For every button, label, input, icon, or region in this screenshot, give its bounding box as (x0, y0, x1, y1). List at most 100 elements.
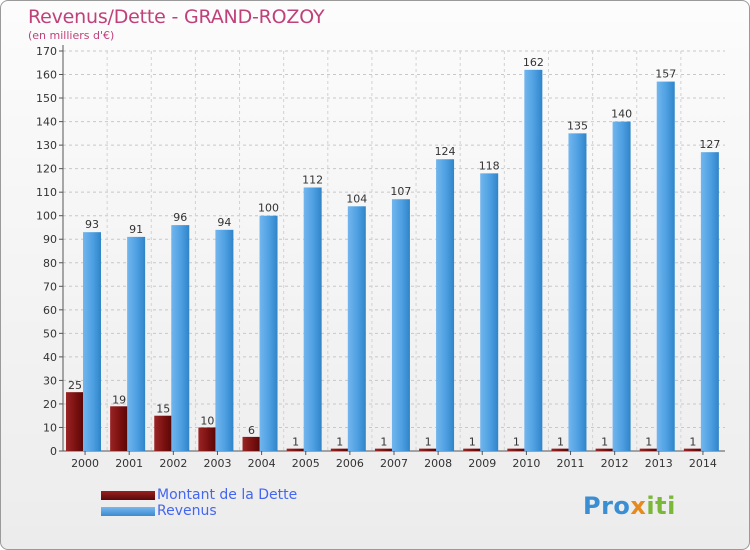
bar-revenus (656, 81, 675, 452)
y-tick-label: 110 (36, 186, 57, 199)
bar-revenus (215, 229, 234, 451)
y-tick-label: 140 (36, 116, 57, 129)
y-tick-label: 60 (43, 304, 57, 317)
data-label-revenus: 162 (523, 56, 544, 69)
y-tick-label: 10 (43, 421, 57, 434)
data-label-revenus: 140 (611, 108, 632, 121)
y-tick-label: 40 (43, 351, 57, 364)
bar-dette (154, 415, 173, 451)
x-tick-label: 2007 (380, 457, 408, 470)
y-tick-label: 90 (43, 233, 57, 246)
bar-dette (551, 448, 570, 451)
x-tick-label: 2006 (336, 457, 364, 470)
y-tick-label: 100 (36, 210, 57, 223)
data-label-dette: 1 (380, 436, 387, 449)
data-label-dette: 15 (156, 403, 170, 416)
data-label-revenus: 100 (258, 202, 279, 215)
data-label-dette: 1 (689, 436, 696, 449)
bar-dette (242, 436, 261, 451)
data-label-revenus: 118 (479, 159, 500, 172)
bar-revenus (171, 225, 190, 451)
data-label-revenus: 135 (567, 119, 588, 132)
data-label-revenus: 93 (85, 218, 99, 231)
y-tick-label: 130 (36, 139, 57, 152)
bar-revenus (612, 121, 631, 452)
bar-revenus (391, 199, 410, 451)
legend-item-revenus: Revenus (101, 503, 297, 519)
chart-title: Revenus/Dette - GRAND-ROZOY (28, 6, 325, 28)
data-label-revenus: 96 (173, 211, 187, 224)
data-label-dette: 1 (557, 436, 564, 449)
data-label-dette: 1 (292, 436, 299, 449)
y-tick-label: 0 (50, 445, 57, 458)
x-tick-label: 2009 (468, 457, 496, 470)
bar-revenus (480, 173, 499, 451)
y-tick-label: 80 (43, 257, 57, 270)
bar-revenus (83, 232, 101, 451)
y-tick-label: 150 (36, 92, 57, 105)
bar-dette (330, 448, 349, 451)
bar-revenus (127, 236, 146, 451)
bar-dette (639, 448, 658, 451)
data-label-dette: 1 (601, 436, 608, 449)
data-label-dette: 1 (513, 436, 520, 449)
data-label-dette: 1 (645, 436, 652, 449)
chart-subtitle: (en milliers d'€) (28, 29, 115, 42)
x-tick-label: 2002 (159, 457, 187, 470)
x-tick-label: 2005 (292, 457, 320, 470)
bar-revenus (347, 206, 366, 451)
data-label-dette: 6 (248, 424, 255, 437)
data-label-dette: 25 (68, 379, 82, 392)
x-tick-label: 2014 (689, 457, 717, 470)
bar-dette (198, 427, 217, 451)
bar-revenus (568, 133, 587, 451)
y-tick-label: 30 (43, 374, 57, 387)
x-tick-label: 2011 (557, 457, 585, 470)
data-label-dette: 1 (469, 436, 476, 449)
x-tick-label: 2000 (71, 457, 99, 470)
bar-dette (595, 448, 614, 451)
data-label-dette: 1 (425, 436, 432, 449)
y-tick-label: 170 (36, 45, 57, 58)
bar-dette (66, 392, 84, 451)
y-tick-label: 120 (36, 163, 57, 176)
x-tick-label: 2008 (424, 457, 452, 470)
x-tick-label: 2004 (248, 457, 276, 470)
y-tick-label: 160 (36, 69, 57, 82)
data-label-revenus: 104 (346, 192, 367, 205)
x-tick-label: 2003 (203, 457, 231, 470)
x-tick-label: 2010 (512, 457, 540, 470)
data-label-dette: 10 (200, 414, 214, 427)
bar-revenus (303, 187, 322, 451)
legend-item-dette: Montant de la Dette (101, 487, 297, 503)
labels: 25 93 19 91 15 96 10 94 6 100 1 112 1 104 1 107 1 124 1 118… (68, 56, 720, 449)
bar-dette (419, 448, 438, 451)
data-label-revenus: 107 (390, 185, 411, 198)
legend-swatch-revenus (101, 506, 155, 516)
y-tick-label: 20 (43, 398, 57, 411)
bar-dette (683, 448, 702, 451)
bar-revenus (700, 152, 719, 452)
data-label-revenus: 157 (655, 68, 676, 81)
legend: Montant de la Dette Revenus (101, 487, 297, 519)
bar-dette (110, 406, 129, 451)
x-tick-label: 2013 (645, 457, 673, 470)
data-label-revenus: 127 (699, 138, 720, 151)
bar-dette (374, 448, 393, 451)
y-tick-label: 50 (43, 327, 57, 340)
data-label-revenus: 112 (302, 173, 323, 186)
legend-label-dette: Montant de la Dette (157, 487, 298, 503)
legend-swatch-dette (101, 490, 155, 500)
bar-revenus (259, 215, 278, 451)
legend-label-revenus: Revenus (157, 503, 217, 519)
bar-revenus (436, 159, 455, 451)
x-tick-label: 2001 (115, 457, 143, 470)
data-label-dette: 19 (112, 393, 126, 406)
data-label-revenus: 91 (129, 223, 143, 236)
data-label-revenus: 94 (217, 216, 231, 229)
bar-dette (286, 448, 305, 451)
x-tick-label: 2012 (601, 457, 629, 470)
bar-revenus (524, 69, 543, 451)
